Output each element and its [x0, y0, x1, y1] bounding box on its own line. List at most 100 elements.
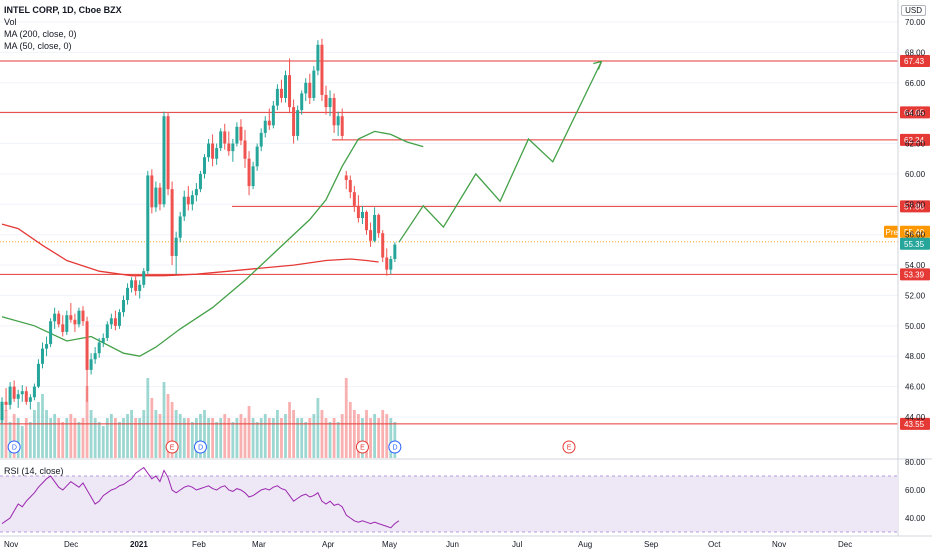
candle-body — [284, 75, 287, 98]
volume-bar — [162, 382, 166, 458]
candle-body — [328, 97, 332, 108]
time-tick-label: Oct — [708, 540, 721, 549]
projection-arrowhead — [593, 60, 603, 70]
volume-bar — [223, 414, 227, 458]
volume-bar — [77, 422, 81, 458]
ma200-line — [1, 223, 379, 277]
volume-bar — [219, 418, 223, 458]
price-tick-label: 62.00 — [905, 140, 926, 149]
candle-body — [373, 214, 377, 241]
candle-body — [259, 132, 263, 147]
candle-body — [53, 313, 57, 322]
price-tick-label: 54.00 — [905, 261, 926, 270]
volume-bar — [158, 414, 162, 458]
volume-bar — [118, 422, 121, 458]
candle-body — [134, 280, 138, 291]
price-tick-label: 44.00 — [905, 413, 926, 422]
candle-body — [166, 116, 170, 190]
volume-bar — [385, 414, 389, 458]
candle-body — [308, 82, 312, 98]
candle-body — [158, 187, 162, 205]
volume-bar — [259, 418, 263, 458]
volume-bar — [267, 418, 271, 458]
volume-bar — [16, 418, 20, 458]
volume-bar — [276, 410, 279, 458]
volume-bar — [288, 402, 291, 458]
volume-bar — [316, 398, 320, 458]
candle-body — [316, 44, 320, 71]
price-axis[interactable]: 70.00 68.00 66.00 64.00 62.00 60.00 58.00 56.00… — [897, 0, 926, 536]
candle-body — [336, 116, 340, 126]
dividend-marker-icon — [388, 440, 402, 454]
rsi-tick-label: 40.00 — [905, 514, 926, 523]
candle-body — [296, 110, 300, 136]
candle-body — [247, 158, 251, 187]
candle-body — [292, 107, 296, 136]
price-tick-label: 66.00 — [905, 79, 926, 88]
projection-line — [398, 61, 602, 243]
candle-body — [340, 116, 344, 136]
level-badge-label: 57.86 — [904, 202, 925, 211]
volume-bar — [12, 414, 16, 458]
time-tick-label: Feb — [192, 540, 206, 549]
candle-body — [77, 310, 81, 325]
candles — [0, 38, 397, 424]
candle-body — [324, 94, 328, 108]
volume-bar — [182, 418, 186, 458]
projection-path[interactable] — [398, 60, 603, 243]
volume-bar — [33, 410, 36, 458]
candle-body — [162, 116, 166, 205]
volume-bar — [41, 394, 44, 458]
candle-body — [73, 319, 77, 325]
candle-body — [186, 196, 190, 205]
event-marker-letter: D — [12, 445, 17, 452]
candle-body — [146, 175, 150, 272]
event-marker-letter: D — [198, 445, 203, 452]
rsi-line — [1, 466, 400, 529]
candle-body — [385, 257, 389, 270]
volume-bar — [138, 418, 142, 458]
volume-bar — [340, 414, 344, 458]
indicator-ma200[interactable]: MA (200, close, 0) — [4, 29, 77, 39]
level-lines[interactable]: 67.43 64.05 62.24 57.86 53.39 43.55 Pre 55.40 55… — [0, 55, 930, 430]
earnings-marker-icon — [562, 440, 576, 454]
volume-bar — [89, 410, 93, 458]
indicator-vol[interactable]: Vol — [4, 17, 17, 27]
candle-body — [288, 75, 292, 108]
time-axis[interactable]: Nov Dec 2021 Feb Mar Apr May Jun Jul Aug Sep Oct Nov… — [0, 535, 932, 549]
volume-bar — [373, 414, 376, 458]
level-badge — [900, 55, 930, 68]
candle-body — [215, 148, 219, 159]
volume-bar — [0, 418, 4, 458]
time-tick-label: Dec — [838, 540, 852, 549]
level-badge — [900, 106, 930, 119]
candle-body — [174, 237, 178, 256]
candle-body — [109, 318, 113, 325]
volume-bar — [328, 422, 332, 458]
time-tick-label: Jun — [446, 540, 459, 549]
candle-body — [170, 189, 174, 256]
indicator-ma50[interactable]: MA (50, close, 0) — [4, 41, 72, 51]
candle-body — [93, 353, 97, 360]
price-tick-label: 52.00 — [905, 291, 926, 300]
volume-bar — [93, 418, 97, 458]
candle-body — [8, 386, 12, 405]
volume-bar — [239, 414, 243, 458]
candle-body — [113, 318, 117, 326]
volume-bar — [251, 418, 255, 458]
volume-bar — [130, 410, 133, 458]
candle-body — [16, 394, 20, 399]
volume-bar — [49, 418, 52, 458]
currency-badge[interactable]: USD — [901, 5, 926, 16]
earnings-marker-icon — [165, 440, 179, 454]
volume-bar — [53, 414, 57, 458]
rsi-indicator-label[interactable]: RSI (14, close) — [4, 466, 64, 476]
volume-bar — [114, 418, 117, 458]
volume-bar — [207, 418, 210, 458]
legend: INTEL CORP, 1D, Cboe BZX Vol MA (200, cl… — [4, 4, 122, 52]
dividend-marker-icon — [193, 440, 207, 454]
volume-bar — [296, 418, 300, 458]
volume-bar — [170, 402, 174, 458]
